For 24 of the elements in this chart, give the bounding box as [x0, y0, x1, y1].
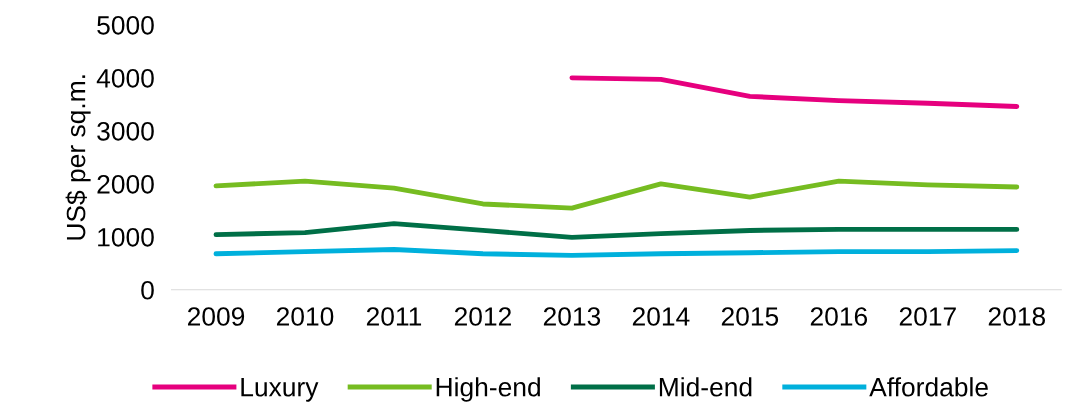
x-tick-label: 2015 — [721, 307, 779, 326]
x-tick-label: 2016 — [810, 307, 868, 326]
x-tick-label: 2010 — [276, 307, 334, 326]
line-series — [213, 178, 1020, 211]
x-tick-label: 2018 — [988, 307, 1045, 326]
legend-label: Mid-end — [659, 377, 752, 397]
x-tick-label: 2017 — [899, 307, 956, 326]
y-tick-label: 1000 — [98, 227, 154, 247]
legend-label: Affordable — [869, 377, 988, 397]
x-tick-label: 2014 — [632, 307, 690, 326]
legend-label: Luxury — [241, 378, 319, 402]
x-tick-label: 2013 — [543, 307, 601, 326]
line-series — [569, 75, 1020, 109]
x-tick-label: 2011 — [366, 307, 422, 326]
y-tick-label: 0 — [141, 280, 154, 300]
y-axis-title: US$ per sq.m. — [65, 75, 91, 240]
y-tick-label: 5000 — [97, 15, 154, 35]
x-tick-label: 2012 — [454, 307, 511, 326]
y-tick-label: 2000 — [97, 174, 154, 194]
y-tick-label: 3000 — [97, 121, 154, 141]
legend-label: High-end — [436, 377, 540, 402]
y-tick-label: 4000 — [96, 68, 154, 88]
line-series — [213, 221, 1020, 240]
x-tick-label: 2009 — [187, 307, 245, 326]
